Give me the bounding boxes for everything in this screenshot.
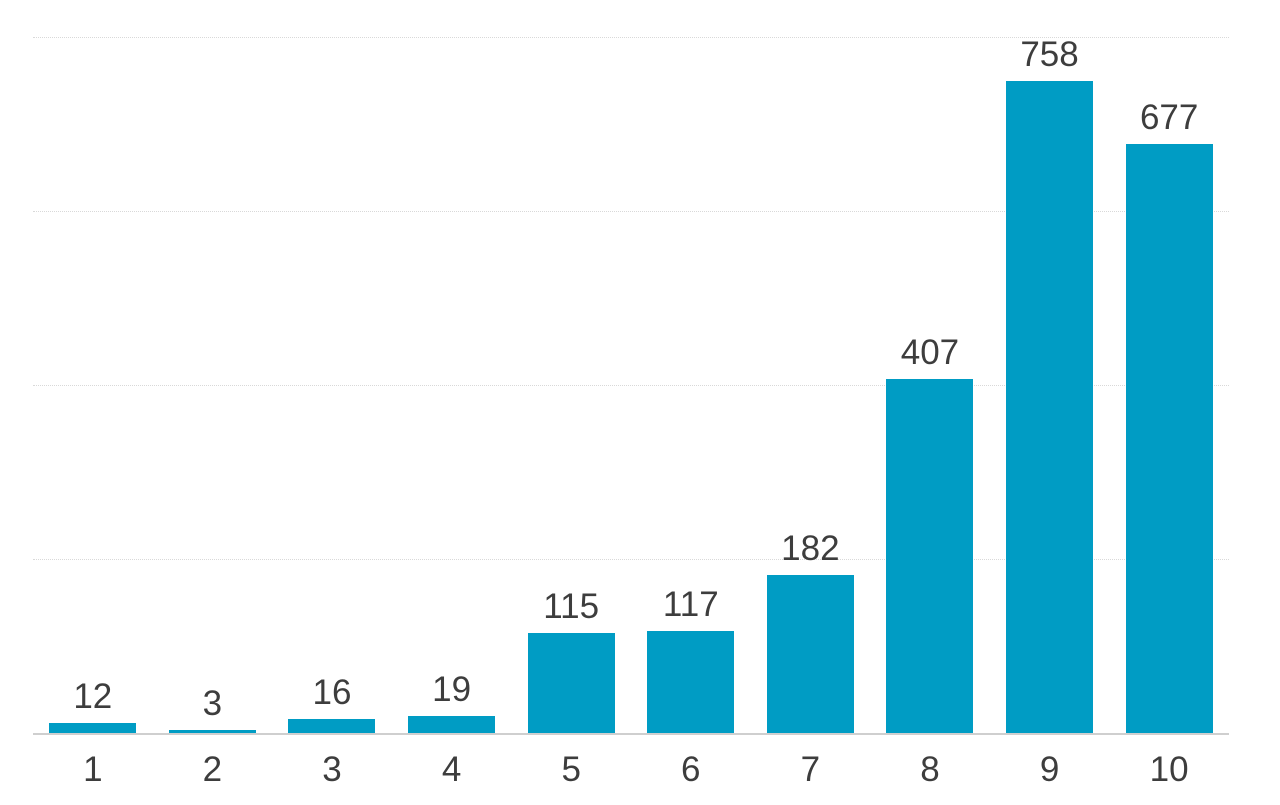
bar-slot-10: 677 bbox=[1109, 37, 1229, 733]
bar-slot-9: 758 bbox=[990, 37, 1110, 733]
gridline-600 bbox=[33, 211, 1229, 212]
bar bbox=[168, 730, 256, 733]
gridline-200 bbox=[33, 559, 1229, 560]
bar-value-label: 12 bbox=[73, 677, 113, 716]
bar-value-label: 115 bbox=[543, 587, 600, 626]
bar-value-label: 19 bbox=[432, 670, 472, 709]
x-axis-label: 8 bbox=[920, 750, 940, 789]
bar bbox=[766, 575, 854, 733]
x-axis-label: 6 bbox=[681, 750, 701, 789]
bar-slot-3: 16 bbox=[272, 37, 392, 733]
x-axis-label: 3 bbox=[322, 750, 342, 789]
bar bbox=[1006, 81, 1094, 733]
bar bbox=[1125, 144, 1213, 733]
bar bbox=[647, 631, 735, 733]
bar-slot-5: 115 bbox=[511, 37, 631, 733]
bar-slot-1: 12 bbox=[33, 37, 153, 733]
x-axis-label: 7 bbox=[800, 750, 821, 789]
plot-area: 12 3 16 19 115 117 182 407 758 677 bbox=[33, 37, 1229, 735]
gridline-800 bbox=[33, 37, 1229, 38]
bar bbox=[527, 633, 615, 733]
bar bbox=[288, 719, 376, 733]
gridline-400 bbox=[33, 385, 1229, 386]
bar-slot-4: 19 bbox=[392, 37, 512, 733]
bar-slot-7: 182 bbox=[751, 37, 871, 733]
x-axis: 1 2 3 4 5 6 7 8 9 10 bbox=[33, 735, 1229, 787]
bar-value-label: 758 bbox=[1020, 35, 1079, 74]
bar-value-label: 3 bbox=[202, 684, 223, 723]
x-axis-label: 4 bbox=[441, 750, 462, 789]
x-axis-label: 1 bbox=[83, 750, 103, 789]
bar-value-label: 677 bbox=[1139, 98, 1199, 137]
x-axis-label: 2 bbox=[202, 750, 223, 789]
x-axis-label: 9 bbox=[1039, 750, 1060, 789]
bar-value-label: 16 bbox=[312, 673, 352, 712]
bar-value-label: 407 bbox=[900, 333, 960, 372]
bar bbox=[49, 723, 137, 733]
x-axis-label: 5 bbox=[561, 750, 581, 789]
bar-value-label: 182 bbox=[781, 529, 840, 568]
bar-slot-2: 3 bbox=[153, 37, 273, 733]
bar bbox=[886, 379, 974, 733]
bar-slot-8: 407 bbox=[870, 37, 990, 733]
bar-slot-6: 117 bbox=[631, 37, 751, 733]
bar bbox=[408, 716, 496, 733]
bar-value-label: 117 bbox=[662, 585, 719, 624]
x-axis-label: 10 bbox=[1149, 750, 1189, 789]
bars: 12 3 16 19 115 117 182 407 758 677 bbox=[33, 37, 1229, 733]
